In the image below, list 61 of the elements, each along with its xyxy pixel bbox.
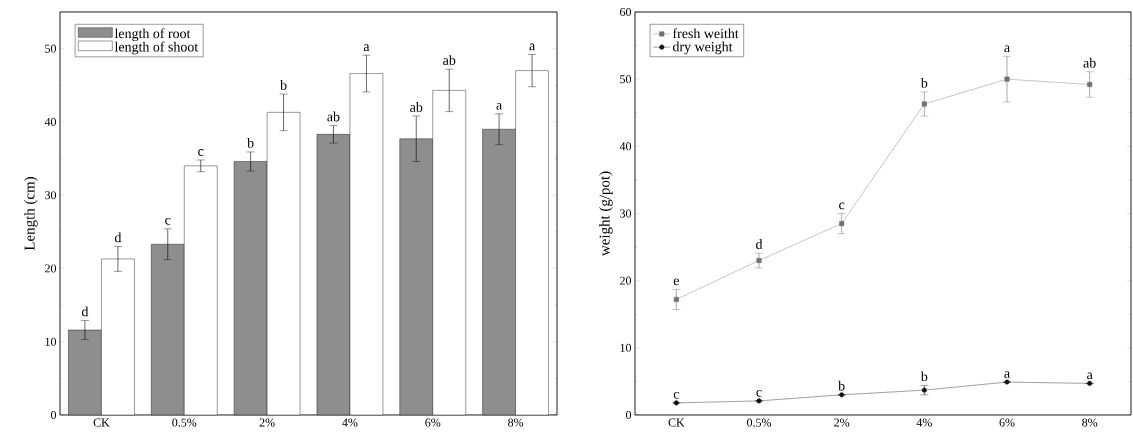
x-tick-label: 4% xyxy=(342,418,358,427)
y-tick-label: 10 xyxy=(620,343,632,352)
point xyxy=(1004,76,1010,82)
y-axis-title: weight (g/pot) xyxy=(599,171,613,257)
data-label: a xyxy=(363,44,370,52)
data-label: a xyxy=(1004,45,1010,53)
data-label: b xyxy=(920,77,928,88)
data-label: a xyxy=(1004,371,1010,378)
x-tick-label: 4% xyxy=(916,418,932,427)
y-tick-label: 40 xyxy=(44,117,57,126)
data-label: a xyxy=(529,43,535,51)
point xyxy=(1087,82,1093,88)
x-tick-label: 6% xyxy=(425,418,441,427)
point xyxy=(756,258,762,263)
data-label: d xyxy=(114,232,122,243)
y-tick-label: 30 xyxy=(45,191,57,200)
x-tick-label: 8% xyxy=(508,418,524,427)
x-tick-label: 6% xyxy=(999,418,1015,427)
x-tick-label: 8% xyxy=(1082,418,1098,427)
x-tick-label: 2% xyxy=(259,418,275,427)
data-label: b xyxy=(920,371,928,382)
data-label: ab xyxy=(443,55,456,65)
data-label: d xyxy=(756,239,763,249)
y-tick-label: 0 xyxy=(50,410,57,420)
data-label: e xyxy=(673,278,679,286)
data-label: a xyxy=(496,102,502,110)
y-tick-label: 0 xyxy=(625,410,632,420)
data-label: c xyxy=(756,389,762,397)
data-label: c xyxy=(198,149,204,156)
y-tick-label: 20 xyxy=(45,264,57,273)
y-tick-label: 60 xyxy=(620,7,632,17)
y-tick-label: 50 xyxy=(45,44,57,53)
data-label: c xyxy=(165,217,171,225)
y-tick-label: 40 xyxy=(619,142,632,151)
data-label: c xyxy=(673,392,680,399)
x-tick-label: 0.5% xyxy=(172,418,197,427)
data-label: b xyxy=(247,137,254,148)
x-tick-label: CK xyxy=(93,418,110,427)
y-tick-label: 30 xyxy=(620,209,632,218)
legend-label: dry weight xyxy=(672,41,733,55)
x-tick-label: 0.5% xyxy=(747,418,772,427)
data-label: a xyxy=(1087,372,1093,380)
data-label: d xyxy=(81,306,89,317)
legend-label: length of root xyxy=(114,28,191,42)
x-tick-label: CK xyxy=(668,418,685,427)
point xyxy=(921,101,927,107)
y-tick-label: 10 xyxy=(45,337,57,346)
y-axis-title: Length (cm) xyxy=(24,177,38,251)
data-label: b xyxy=(838,380,845,391)
data-label: c xyxy=(839,202,845,210)
legend-label: fresh weitht xyxy=(672,28,739,39)
legend-label: length of shoot xyxy=(114,41,199,55)
data-label: b xyxy=(280,80,287,90)
data-label: ab xyxy=(327,111,340,122)
data-label: ab xyxy=(410,102,423,112)
point xyxy=(673,296,679,302)
point xyxy=(839,221,845,227)
y-tick-label: 20 xyxy=(620,276,632,285)
y-tick-label: 50 xyxy=(620,75,632,84)
x-tick-label: 2% xyxy=(834,418,850,427)
data-label: ab xyxy=(1083,57,1096,68)
